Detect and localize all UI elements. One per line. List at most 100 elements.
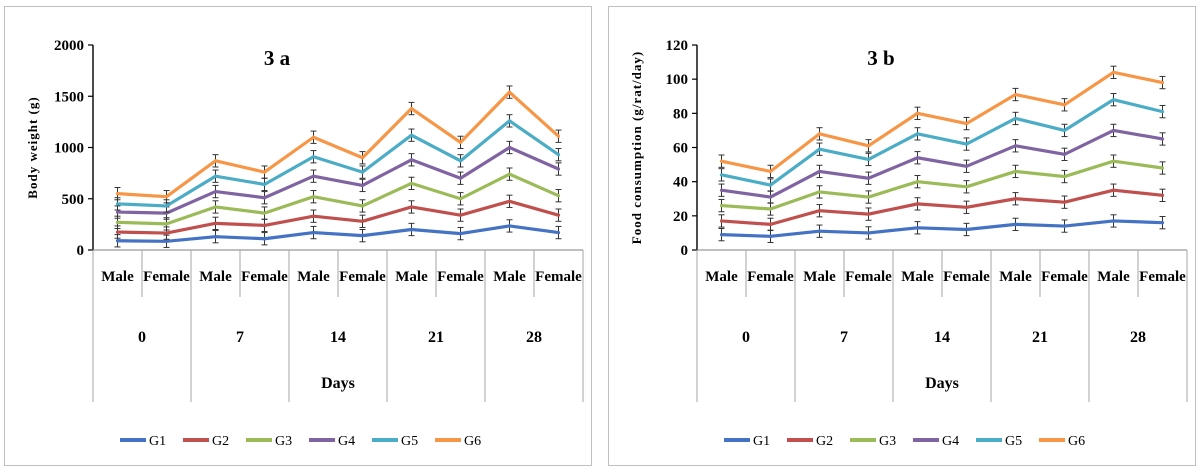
data-point-G1 bbox=[915, 226, 920, 230]
data-point-G4 bbox=[1013, 144, 1018, 148]
series-line-G1 bbox=[117, 224, 559, 243]
legend-label-G3: G3 bbox=[275, 434, 292, 449]
data-point-G1 bbox=[115, 239, 120, 243]
data-point-G5 bbox=[164, 204, 169, 208]
data-point-G1 bbox=[1062, 224, 1067, 228]
data-point-G5 bbox=[1160, 110, 1165, 114]
data-point-G1 bbox=[262, 237, 267, 241]
y-tick-label: 0 bbox=[77, 243, 85, 259]
legend-label-G4: G4 bbox=[942, 434, 959, 449]
data-point-G6 bbox=[1111, 70, 1116, 74]
data-point-G5 bbox=[1062, 128, 1067, 133]
data-point-G6 bbox=[262, 170, 267, 174]
data-point-G4 bbox=[817, 169, 822, 174]
data-point-G2 bbox=[409, 205, 414, 209]
y-tick-label: 500 bbox=[62, 192, 85, 208]
data-point-G2 bbox=[262, 223, 267, 227]
data-point-G5 bbox=[213, 174, 218, 178]
x-group-label: 7 bbox=[236, 329, 244, 346]
y-tick-label: 2000 bbox=[54, 38, 84, 54]
data-point-G5 bbox=[768, 183, 773, 187]
data-point-G1 bbox=[719, 233, 724, 237]
data-point-G4 bbox=[115, 210, 120, 214]
data-point-G5 bbox=[1013, 116, 1018, 121]
y-tick-label: 20 bbox=[673, 209, 688, 225]
series-line-G5 bbox=[721, 98, 1163, 187]
data-point-G6 bbox=[1013, 92, 1018, 97]
y-tick-label: 40 bbox=[673, 175, 688, 191]
x-tick-label: Female bbox=[339, 269, 386, 285]
y-tick-label: 0 bbox=[681, 243, 689, 259]
data-point-G4 bbox=[409, 158, 414, 162]
data-point-G5 bbox=[507, 119, 512, 123]
data-point-G2 bbox=[213, 221, 218, 225]
data-point-G2 bbox=[556, 213, 561, 217]
data-point-G4 bbox=[458, 176, 463, 180]
series-line-G6 bbox=[721, 70, 1163, 174]
x-tick-label: Male bbox=[901, 269, 934, 285]
data-point-G5 bbox=[311, 155, 316, 159]
data-point-G2 bbox=[507, 199, 512, 203]
legend-label-G4: G4 bbox=[338, 434, 355, 449]
data-point-G5 bbox=[1111, 98, 1116, 102]
data-point-G4 bbox=[915, 156, 920, 160]
x-group-label: 0 bbox=[138, 329, 146, 346]
data-point-G5 bbox=[719, 173, 724, 177]
data-point-G2 bbox=[719, 219, 724, 223]
data-point-G6 bbox=[164, 195, 169, 199]
data-point-G4 bbox=[1160, 137, 1165, 141]
x-tick-label: Female bbox=[943, 269, 990, 285]
y-axis-label: Body weight (g) bbox=[25, 96, 40, 198]
data-point-G1 bbox=[768, 234, 773, 238]
data-point-G4 bbox=[719, 188, 724, 192]
data-point-G4 bbox=[768, 195, 773, 199]
legend-label-G6: G6 bbox=[464, 434, 481, 449]
series-line-G5 bbox=[117, 119, 560, 208]
data-point-G3 bbox=[817, 190, 822, 194]
data-point-G5 bbox=[866, 157, 871, 162]
data-point-G2 bbox=[1013, 197, 1018, 201]
x-group-label: 28 bbox=[526, 329, 542, 346]
data-point-G2 bbox=[768, 222, 773, 226]
x-group-label: 28 bbox=[1130, 329, 1146, 346]
data-point-G3 bbox=[262, 211, 267, 215]
data-point-G6 bbox=[507, 90, 512, 94]
y-tick-label: 1500 bbox=[54, 89, 84, 105]
x-tick-label: Male bbox=[297, 269, 330, 285]
data-point-G6 bbox=[719, 159, 724, 163]
data-point-G3 bbox=[115, 220, 120, 224]
x-tick-label: Female bbox=[535, 269, 582, 285]
data-point-G5 bbox=[360, 170, 365, 174]
data-point-G6 bbox=[768, 169, 773, 174]
series-line-G4 bbox=[117, 145, 560, 215]
data-point-G6 bbox=[915, 111, 920, 115]
legend-label-G5: G5 bbox=[401, 434, 418, 449]
series-line-G6 bbox=[117, 90, 560, 199]
data-point-G3 bbox=[964, 185, 969, 189]
data-point-G3 bbox=[719, 203, 724, 208]
data-point-G2 bbox=[964, 205, 969, 209]
data-point-G3 bbox=[311, 195, 316, 199]
data-point-G1 bbox=[1111, 219, 1116, 223]
data-point-G3 bbox=[556, 194, 561, 198]
y-tick-label: 1000 bbox=[54, 141, 84, 157]
data-point-G1 bbox=[360, 234, 365, 238]
legend-label-G6: G6 bbox=[1068, 434, 1085, 449]
x-tick-label: Male bbox=[999, 269, 1032, 285]
body-weight-chart: 3 a 0 500 1000 1500 2000 Body weight (g) Male Fe… bbox=[25, 38, 584, 449]
data-point-G3 bbox=[1111, 159, 1116, 163]
data-point-G1 bbox=[507, 224, 512, 228]
data-point-G3 bbox=[1062, 174, 1067, 179]
data-point-G2 bbox=[115, 230, 120, 234]
x-group-label: 21 bbox=[1032, 329, 1048, 346]
data-point-G6 bbox=[556, 134, 561, 138]
data-point-G6 bbox=[458, 140, 463, 144]
data-point-G5 bbox=[409, 133, 414, 137]
x-group-label: 14 bbox=[330, 329, 346, 346]
data-point-G6 bbox=[213, 159, 218, 163]
data-point-G1 bbox=[866, 231, 871, 235]
data-point-G3 bbox=[213, 205, 218, 209]
chart-panel-3a: 3 a 0 500 1000 1500 2000 Body weight (g) Male Fe… bbox=[4, 6, 592, 466]
data-point-G4 bbox=[213, 189, 218, 194]
data-point-G1 bbox=[213, 235, 218, 239]
